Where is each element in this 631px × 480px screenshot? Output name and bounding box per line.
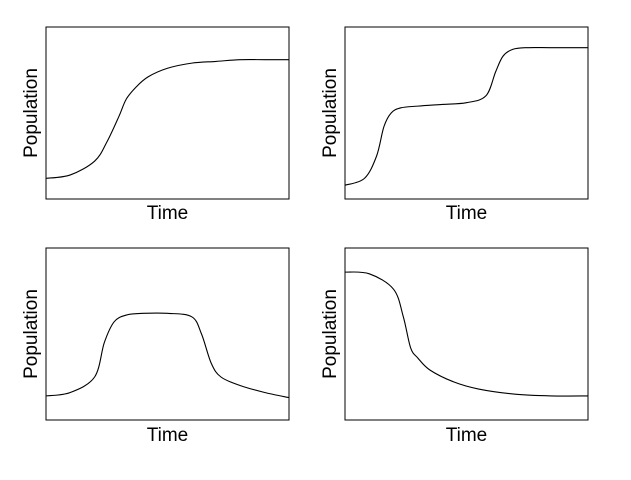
x-axis-label: Time — [446, 203, 488, 224]
chart-panel-bottom-left: Time Population — [21, 247, 290, 446]
plot-frame — [45, 26, 290, 200]
growth-curve — [45, 59, 289, 179]
growth-curve — [344, 271, 589, 397]
growth-curve — [45, 312, 290, 399]
y-axis-label: Population — [320, 68, 341, 158]
chart-panel-bottom-right: Time Population — [320, 247, 589, 446]
plot-frame — [344, 247, 589, 421]
chart-panel-top-left: Time Population — [21, 26, 290, 224]
x-axis-label: Time — [147, 425, 189, 446]
plot-frame — [45, 247, 290, 421]
plot-frame — [344, 26, 589, 200]
y-axis-label: Population — [21, 289, 42, 379]
x-axis-label: Time — [446, 425, 488, 446]
growth-curve — [344, 46, 588, 186]
chart-panel-top-right: Time Population — [320, 26, 589, 224]
y-axis-label: Population — [320, 289, 341, 379]
y-axis-label: Population — [21, 68, 42, 158]
x-axis-label: Time — [147, 203, 189, 224]
